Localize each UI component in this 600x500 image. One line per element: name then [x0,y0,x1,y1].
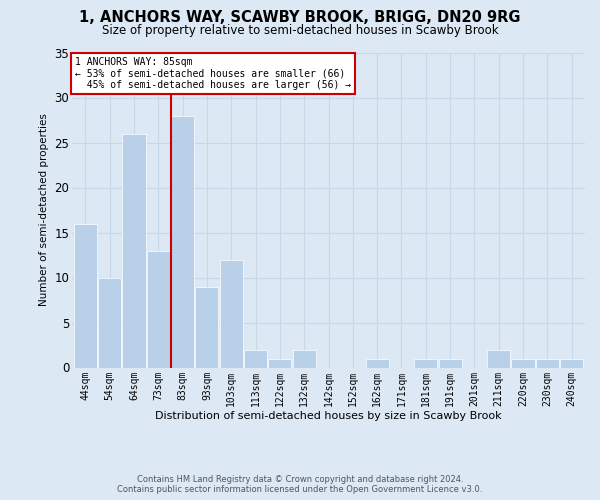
Bar [511,358,535,368]
Bar [268,358,292,368]
Bar [244,350,267,368]
Bar [365,358,389,368]
Bar [560,358,583,368]
Text: Size of property relative to semi-detached houses in Scawby Brook: Size of property relative to semi-detach… [101,24,499,37]
Text: Contains HM Land Registry data © Crown copyright and database right 2024.
Contai: Contains HM Land Registry data © Crown c… [118,474,482,494]
Bar [98,278,121,368]
Bar [220,260,243,368]
Bar [439,358,461,368]
X-axis label: Distribution of semi-detached houses by size in Scawby Brook: Distribution of semi-detached houses by … [155,411,502,421]
Bar [293,350,316,368]
Text: 1 ANCHORS WAY: 85sqm
← 53% of semi-detached houses are smaller (66)
  45% of sem: 1 ANCHORS WAY: 85sqm ← 53% of semi-detac… [74,57,350,90]
Bar [487,350,510,368]
Bar [147,250,170,368]
Bar [122,134,146,368]
Text: 1, ANCHORS WAY, SCAWBY BROOK, BRIGG, DN20 9RG: 1, ANCHORS WAY, SCAWBY BROOK, BRIGG, DN2… [79,10,521,25]
Bar [171,116,194,368]
Bar [74,224,97,368]
Bar [196,286,218,368]
Bar [536,358,559,368]
Bar [414,358,437,368]
Y-axis label: Number of semi-detached properties: Number of semi-detached properties [39,114,49,306]
